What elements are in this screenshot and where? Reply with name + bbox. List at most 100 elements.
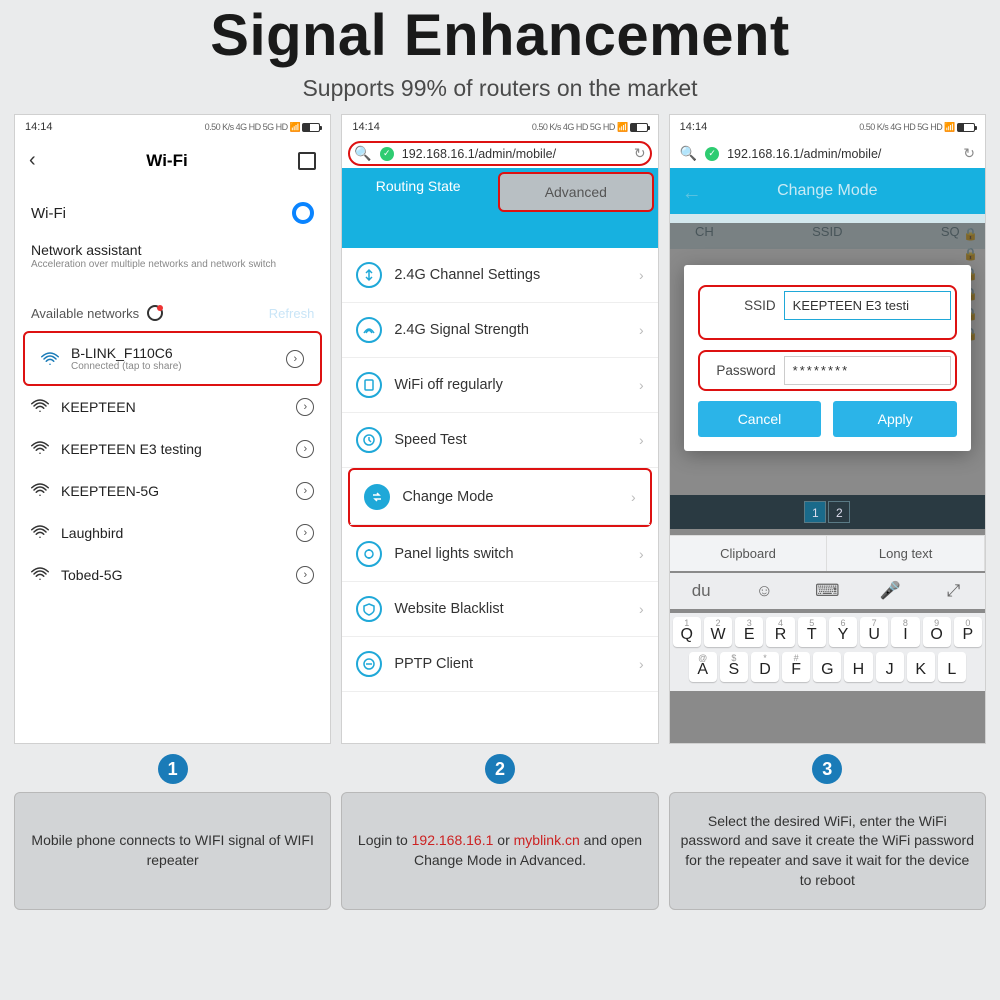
keyboard-key[interactable]: 0P (954, 617, 982, 647)
keyboard-key[interactable]: $S (720, 652, 748, 682)
keyboard-key[interactable]: 5T (798, 617, 826, 647)
wifi-icon (31, 483, 49, 500)
network-item[interactable]: Tobed-5G› (15, 554, 330, 596)
back-arrow-icon[interactable]: ← (682, 182, 702, 205)
url-text: 192.168.16.1/admin/mobile/ (727, 147, 955, 161)
status-time: 14:14 (352, 121, 380, 133)
chevron-right-icon: › (639, 432, 644, 448)
keyboard-key[interactable]: H (844, 652, 872, 682)
step-2: 2 Login to 192.168.16.1 or myblink.cn an… (341, 754, 658, 910)
status-icons: 0.50 K/s 4G HD 5G HD 📶 (205, 122, 321, 133)
keyboard-key[interactable]: 1Q (673, 617, 701, 647)
keyboard-key[interactable]: 9O (923, 617, 951, 647)
wifi-icon (31, 567, 49, 584)
chevron-right-icon[interactable]: › (296, 398, 314, 416)
menu-item[interactable]: Speed Test› (342, 413, 657, 468)
mic-icon[interactable]: 🎤 (859, 581, 922, 601)
wifi-icon (41, 352, 59, 366)
network-item[interactable]: KEEPTEEN› (15, 386, 330, 428)
apply-button[interactable]: Apply (833, 401, 957, 437)
keyboard-icon[interactable]: ⌨ (796, 581, 859, 601)
keyboard-key[interactable]: 8I (891, 617, 919, 647)
secure-icon: ✓ (380, 147, 394, 161)
menu-item[interactable]: Change Mode› (350, 470, 649, 525)
wifi-icon (31, 525, 49, 542)
menu-label: PPTP Client (394, 656, 627, 672)
keyboard-key[interactable]: @A (689, 652, 717, 682)
reload-icon[interactable]: ↻ (963, 145, 975, 162)
menu-label: 2.4G Signal Strength (394, 322, 627, 338)
chevron-right-icon[interactable]: › (296, 524, 314, 542)
keyboard-key[interactable]: 3E (735, 617, 763, 647)
change-mode-header: ← Change Mode (670, 168, 985, 214)
wifi-toggle[interactable] (292, 202, 314, 224)
keyboard-key[interactable]: #F (782, 652, 810, 682)
menu-item[interactable]: 2.4G Channel Settings› (342, 248, 657, 303)
network-item[interactable]: KEEPTEEN-5G› (15, 470, 330, 512)
chevron-right-icon[interactable]: › (296, 482, 314, 500)
chevron-right-icon: › (631, 489, 636, 505)
status-time: 14:14 (25, 121, 53, 133)
menu-item[interactable]: Website Blacklist › (342, 582, 657, 637)
highlighted-network: B-LINK_F110C6 Connected (tap to share) › (23, 331, 322, 386)
ip-address: 192.168.16.1 (412, 832, 494, 848)
step-2-text: Login to 192.168.16.1 or myblink.cn and … (341, 792, 658, 910)
menu-label: Website Blacklist (394, 601, 627, 617)
connected-network-item[interactable]: B-LINK_F110C6 Connected (tap to share) › (25, 333, 320, 384)
network-item[interactable]: KEEPTEEN E3 testing› (15, 428, 330, 470)
password-input[interactable]: ******** (784, 356, 951, 385)
menu-item[interactable]: WiFi off regularly› (342, 358, 657, 413)
url-bar[interactable]: 🔍 ✓ 192.168.16.1/admin/mobile/ ↻ (670, 139, 985, 168)
emoji-icon[interactable]: ☺ (733, 581, 796, 601)
tab-routing-state[interactable]: Routing State (342, 168, 494, 216)
chevron-right-icon[interactable]: › (296, 440, 314, 458)
keyboard-key[interactable]: G (813, 652, 841, 682)
menu-item[interactable]: PPTP Client› (342, 637, 657, 692)
screen-1-wifi-settings: 14:14 0.50 K/s 4G HD 5G HD 📶 ‹ Wi-Fi Wi-… (14, 114, 331, 744)
menu-icon (356, 651, 382, 677)
steps-row: 1 Mobile phone connects to WIFI signal o… (0, 744, 1000, 910)
refresh-link[interactable]: Refresh (269, 306, 315, 321)
expand-icon[interactable]: ⤢ (922, 581, 985, 601)
keyboard-key[interactable]: L (938, 652, 966, 682)
highlighted-menu-item: Change Mode› (348, 468, 651, 527)
compass-icon[interactable] (147, 305, 163, 321)
keyboard-key[interactable]: 4R (766, 617, 794, 647)
page-2[interactable]: 2 (828, 501, 850, 523)
du-icon[interactable]: du (670, 581, 733, 601)
longtext-tab[interactable]: Long text (827, 536, 985, 571)
chevron-right-icon[interactable]: › (296, 566, 314, 584)
qr-scan-icon[interactable] (298, 152, 316, 170)
network-item[interactable]: Laughbird› (15, 512, 330, 554)
network-name: B-LINK_F110C6 (71, 345, 173, 361)
menu-label: 2.4G Channel Settings (394, 267, 627, 283)
status-icons: 0.50 K/s 4G HD 5G HD 📶 (532, 122, 648, 133)
network-assistant-label[interactable]: Network assistant (31, 242, 314, 258)
page-title: Signal Enhancement (0, 2, 1000, 69)
url-bar-highlighted[interactable]: 🔍 ✓ 192.168.16.1/admin/mobile/ ↻ (348, 141, 651, 166)
keyboard-tools: Clipboard Long text (670, 535, 985, 571)
back-icon[interactable]: ‹ (29, 149, 36, 172)
keyboard-key[interactable]: *D (751, 652, 779, 682)
step-2-badge: 2 (485, 754, 515, 784)
keyboard-key[interactable]: 2W (704, 617, 732, 647)
menu-label: WiFi off regularly (394, 377, 627, 393)
keyboard-key[interactable]: 6Y (829, 617, 857, 647)
clipboard-tab[interactable]: Clipboard (670, 536, 828, 571)
keyboard-key[interactable]: J (876, 652, 904, 682)
tab-advanced-highlighted[interactable]: Advanced (498, 172, 654, 212)
menu-item[interactable]: 2.4G Signal Strength› (342, 303, 657, 358)
cancel-button[interactable]: Cancel (698, 401, 822, 437)
menu-item[interactable]: Panel lights switch› (342, 527, 657, 582)
search-icon: 🔍 (354, 145, 371, 162)
reload-icon[interactable]: ↻ (634, 145, 646, 162)
page-subtitle: Supports 99% of routers on the market (0, 75, 1000, 102)
keyboard-key[interactable]: K (907, 652, 935, 682)
keyboard-key[interactable]: 7U (860, 617, 888, 647)
ssid-input[interactable]: KEEPTEEN E3 testi (784, 291, 951, 320)
chevron-right-icon: › (639, 601, 644, 617)
page-1[interactable]: 1 (804, 501, 826, 523)
tab-bar: Routing State Advanced (342, 168, 657, 216)
status-icons: 0.50 K/s 4G HD 5G HD 📶 (859, 122, 975, 133)
chevron-right-icon[interactable]: › (286, 350, 304, 368)
